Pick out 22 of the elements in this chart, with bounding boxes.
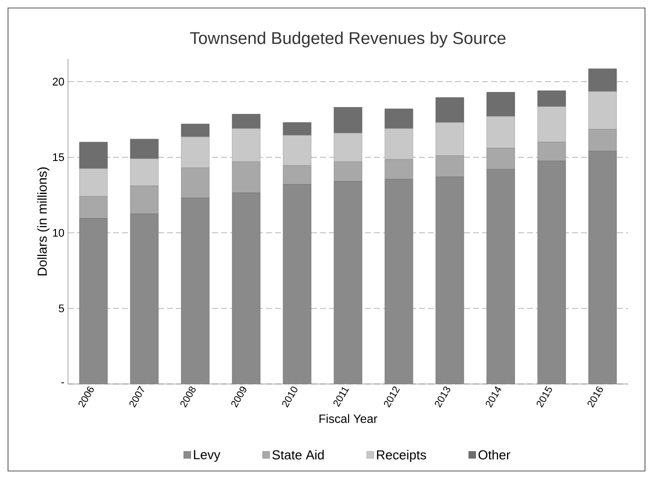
bar — [232, 114, 260, 129]
legend-label: Other — [478, 450, 510, 460]
bar — [181, 124, 210, 138]
bar — [486, 92, 515, 117]
bar — [384, 108, 414, 129]
y-tick-label: 5 — [58, 304, 64, 312]
bar — [334, 107, 362, 134]
x-axis-title: Fiscal Year — [320, 414, 378, 423]
chart-title: Townsend Budgeted Revenues by Source — [190, 32, 506, 48]
y-tick-label: - — [61, 382, 64, 384]
bar — [282, 122, 312, 136]
legend-label: Levy — [194, 450, 220, 462]
y-tick-label: 10 — [53, 228, 64, 237]
bar — [436, 97, 464, 123]
legend-label: State Aid — [272, 450, 324, 460]
bar — [130, 138, 159, 159]
bar — [537, 90, 566, 107]
legend-label: Receipts — [377, 450, 426, 462]
y-tick-label: 15 — [53, 153, 64, 162]
y-axis-title: Dollars (in millions) — [37, 167, 50, 276]
y-tick-label: 20 — [52, 78, 64, 86]
bar — [79, 142, 108, 169]
